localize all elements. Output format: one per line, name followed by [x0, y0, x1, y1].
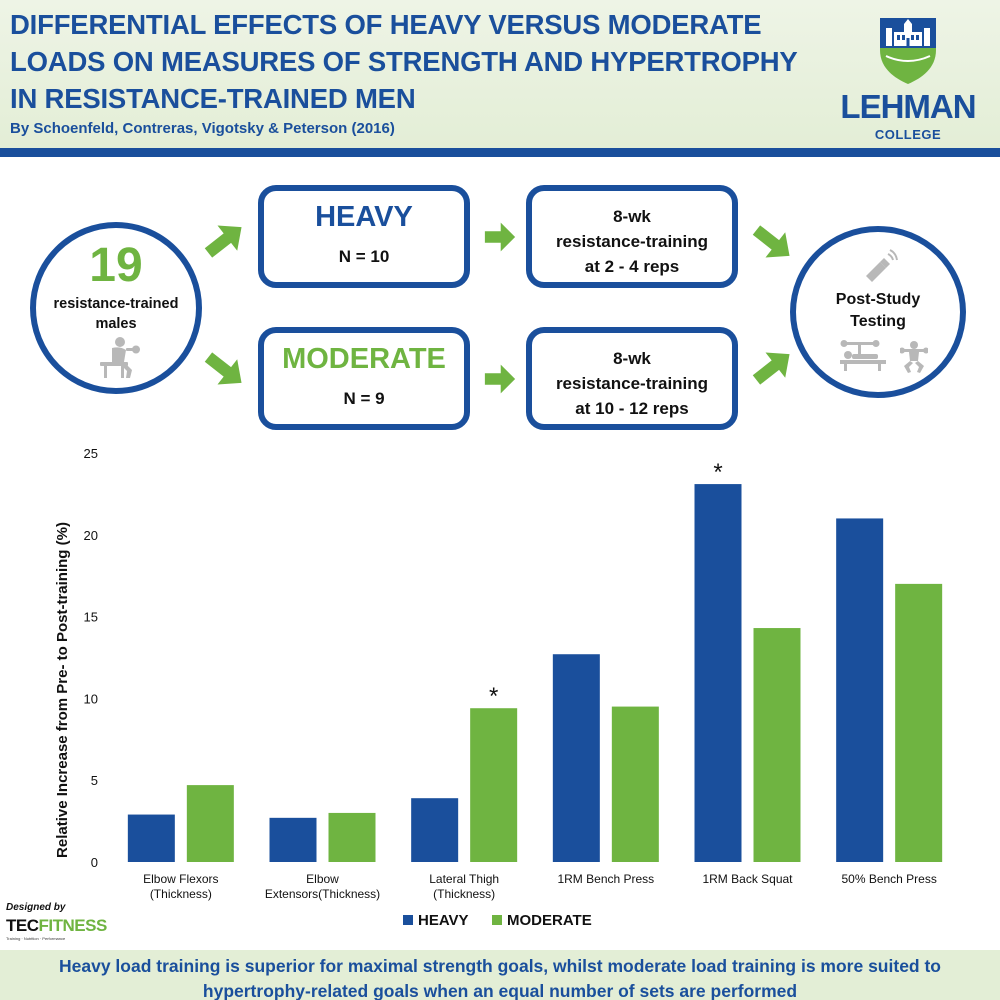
heavy-group-n: N = 10	[338, 247, 390, 266]
heavy-training-line-3: at 2 - 4 reps	[584, 257, 680, 276]
y-tick-label: 15	[84, 610, 98, 625]
heavy-training-line-2: resistance-training	[555, 232, 709, 251]
bar-moderate-0	[186, 785, 234, 862]
title-line-3: IN RESISTANCE-TRAINED MEN	[10, 83, 416, 114]
title-line-1: DIFFERENTIAL EFFECTS OF HEAVY VERSUS MOD…	[10, 9, 762, 40]
x-tick-label: 1RM Back Squat	[702, 872, 793, 886]
heavy-training-box: 8-wk resistance-training at 2 - 4 reps	[526, 185, 738, 288]
bar-heavy-1	[269, 817, 317, 862]
y-axis-label: Relative Increase from Pre- to Post-trai…	[54, 522, 71, 858]
y-tick-label: 20	[84, 528, 98, 543]
bar-heavy-4	[694, 484, 742, 862]
arrow-heavy-testing-icon	[752, 225, 790, 258]
bar-moderate-2	[470, 708, 518, 862]
page-title: DIFFERENTIAL EFFECTS OF HEAVY VERSUS MOD…	[10, 6, 810, 117]
significance-marker: *	[489, 683, 498, 710]
conclusion-line-1: Heavy load training is superior for maxi…	[59, 956, 941, 976]
header-banner: DIFFERENTIAL EFFECTS OF HEAVY VERSUS MOD…	[0, 0, 1000, 148]
header-divider	[0, 148, 1000, 157]
footer-banner: Heavy load training is superior for maxi…	[0, 950, 1000, 1000]
legend-label-moderate: MODERATE	[507, 912, 592, 929]
legend-label-heavy: HEAVY	[418, 912, 469, 929]
testing-label-2: Testing	[850, 313, 906, 330]
testing-label-1: Post-Study	[835, 291, 921, 308]
participants-label-1: resistance-trained	[53, 296, 179, 312]
lifter-icon	[100, 337, 140, 378]
shield-icon	[880, 18, 936, 84]
y-tick-label: 0	[91, 855, 98, 870]
title-line-2: LOADS ON MEASURES OF STRENGTH AND HYPERT…	[10, 46, 798, 77]
y-tick-label: 25	[84, 446, 98, 461]
bar-moderate-4	[753, 628, 801, 862]
moderate-training-line-2: resistance-training	[555, 374, 709, 393]
brand-a: TEC	[6, 916, 39, 935]
y-tick-label: 10	[84, 691, 98, 706]
testing-circle: Post-Study Testing	[790, 226, 966, 398]
heavy-group-box: HEAVY N = 10	[258, 185, 470, 288]
brand-tagline: Training · Nutrition · Performance	[6, 936, 66, 941]
logo-name: LEHMAN	[840, 88, 976, 125]
bar-heavy-3	[552, 654, 600, 862]
x-tick-label: (Thickness)	[433, 887, 495, 901]
x-tick-label: Extensors(Thickness)	[265, 887, 380, 901]
moderate-group-box: MODERATE N = 9	[258, 327, 470, 430]
brand-b: FITNESS	[38, 916, 108, 935]
arrow-heavy-training-icon	[484, 222, 516, 252]
lehman-college-logo: LEHMAN COLLEGE	[838, 16, 978, 142]
x-tick-label: 50% Bench Press	[841, 872, 936, 886]
x-tick-label: 1RM Bench Press	[557, 872, 654, 886]
moderate-training-box: 8-wk resistance-training at 10 - 12 reps	[526, 327, 738, 430]
heavy-training-text: 8-wk resistance-training at 2 - 4 reps	[532, 204, 732, 279]
logo-subtitle: COLLEGE	[874, 127, 942, 142]
participants-count: 19	[89, 239, 143, 292]
arrow-to-heavy-icon	[204, 225, 242, 258]
arrow-to-moderate-icon	[204, 352, 242, 385]
participants-label-2: males	[95, 316, 137, 332]
ultrasound-probe-icon	[866, 249, 898, 282]
bar-moderate-5	[895, 583, 943, 862]
moderate-training-line-3: at 10 - 12 reps	[575, 399, 689, 418]
tec-fitness-logo: TECFITNESS	[6, 916, 107, 936]
bar-heavy-0	[127, 814, 175, 862]
legend-swatch-moderate	[492, 915, 502, 925]
legend-swatch-heavy	[403, 915, 413, 925]
participants-circle: 19 resistance-trained males	[30, 222, 202, 394]
page-subtitle: By Schoenfeld, Contreras, Vigotsky & Pet…	[10, 120, 395, 137]
x-tick-label: (Thickness)	[150, 887, 212, 901]
heavy-training-line-1: 8-wk	[613, 207, 651, 226]
y-tick-label: 5	[91, 773, 98, 788]
moderate-group-title: MODERATE	[282, 343, 446, 375]
x-tick-label: Lateral Thigh	[429, 872, 499, 886]
bench-press-icon	[840, 340, 886, 371]
bar-heavy-2	[411, 798, 459, 862]
bar-moderate-3	[611, 706, 659, 862]
arrow-moderate-testing-icon	[752, 352, 790, 385]
heavy-group-title: HEAVY	[315, 201, 413, 233]
arrow-moderate-training-icon	[484, 364, 516, 394]
bar-moderate-1	[328, 812, 376, 862]
designed-by-label: Designed by	[6, 902, 66, 913]
squat-icon	[900, 341, 928, 373]
conclusion-text: Heavy load training is superior for maxi…	[10, 954, 990, 1000]
moderate-training-text: 8-wk resistance-training at 10 - 12 reps	[532, 346, 732, 421]
x-tick-label: Elbow	[306, 872, 339, 886]
x-tick-label: Elbow Flexors	[143, 872, 218, 886]
moderate-training-line-1: 8-wk	[613, 349, 651, 368]
significance-marker: *	[713, 459, 722, 486]
bar-heavy-5	[836, 518, 884, 862]
moderate-group-n: N = 9	[343, 389, 385, 408]
conclusion-line-2: hypertrophy-related goals when an equal …	[202, 981, 798, 1000]
